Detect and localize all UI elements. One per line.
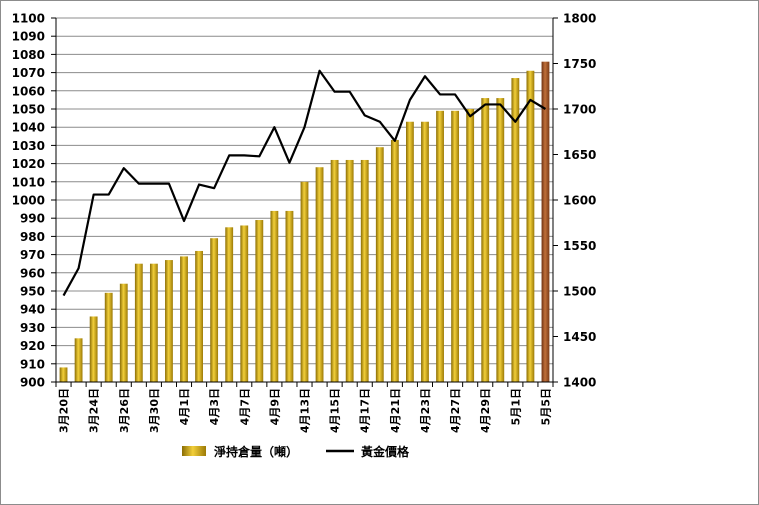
right-tick-label: 1550 [563, 239, 596, 253]
bar [180, 256, 188, 382]
left-tick-label: 920 [20, 339, 45, 353]
x-tick-label: 5月5日 [539, 388, 552, 425]
bar [360, 159, 369, 382]
left-tick-label: 1090 [12, 30, 45, 44]
legend-line-label: 黃金價格 [360, 444, 410, 459]
bar [481, 98, 490, 382]
bar [406, 121, 414, 383]
left-tick-label: 1040 [12, 121, 45, 135]
x-tick-label: 3月30日 [148, 388, 161, 433]
bar [436, 110, 444, 382]
left-tick-label: 970 [20, 248, 45, 262]
left-tick-label: 960 [20, 266, 45, 280]
right-tick-label: 1400 [563, 376, 596, 390]
x-tick-label: 4月13日 [299, 388, 312, 433]
bar [104, 292, 113, 382]
bar [240, 225, 249, 382]
left-tick-label: 1010 [12, 175, 45, 189]
left-tick-label: 940 [20, 303, 45, 317]
left-tick-label: 1050 [12, 103, 45, 117]
legend: 淨持倉量（噸） 黃金價格 [182, 444, 410, 459]
right-axis-ticks: 1400 1450 1500 1550 1600 1650 1700 1750 1800 [553, 12, 596, 390]
left-tick-label: 950 [20, 285, 45, 299]
bar [89, 316, 98, 382]
bar [300, 181, 309, 382]
bar [270, 210, 279, 382]
bar [375, 147, 384, 382]
left-tick-label: 1060 [12, 84, 45, 98]
bar [390, 139, 399, 382]
x-tick-label: 4月1日 [178, 388, 191, 425]
bar [134, 263, 143, 382]
left-tick-label: 930 [20, 321, 45, 335]
legend-bar-swatch [182, 446, 206, 456]
bar [541, 61, 550, 383]
legend-bar-label: 淨持倉量（噸） [213, 444, 298, 459]
bar [195, 250, 203, 382]
bar [74, 338, 83, 382]
bar [345, 159, 354, 382]
x-tick-label: 4月15日 [329, 388, 342, 433]
bar [119, 283, 128, 382]
x-tick-label: 3月20日 [58, 388, 71, 433]
left-tick-label: 900 [20, 376, 45, 390]
bar-series [59, 61, 550, 383]
x-tick-label: 4月7日 [238, 388, 251, 425]
bar [225, 227, 234, 382]
right-tick-label: 1450 [563, 330, 596, 344]
left-axis-ticks: 900 910 920 930 940 950 960 970 980 990 1000 1010 10… [12, 12, 56, 390]
bar [255, 220, 264, 382]
x-tick-label: 3月26日 [118, 388, 131, 433]
left-tick-label: 1070 [12, 66, 45, 80]
bar [330, 159, 339, 382]
bar [526, 70, 535, 382]
left-tick-label: 1030 [12, 139, 45, 153]
right-tick-label: 1650 [563, 148, 596, 162]
left-tick-label: 980 [20, 230, 45, 244]
left-tick-label: 1020 [12, 157, 45, 171]
bar [165, 260, 173, 382]
left-tick-label: 910 [20, 357, 45, 371]
bar [315, 167, 324, 382]
x-tick-label: 4月17日 [359, 388, 372, 433]
bar [421, 121, 429, 383]
bar [59, 367, 68, 382]
x-tick-label: 4月21日 [389, 388, 402, 433]
line-series [62, 69, 547, 297]
bar [511, 78, 520, 382]
bar [451, 110, 460, 382]
right-tick-label: 1500 [563, 285, 596, 299]
x-axis-ticks: 3月20日 3月24日 3月26日 3月30日 4月1日 4月3日 4月7日 4月9日 4月13… [58, 388, 553, 433]
x-tick-label: 3月24日 [88, 388, 101, 433]
right-tick-label: 1700 [563, 103, 596, 117]
bar [285, 210, 294, 382]
x-tick-label: 4月27日 [449, 388, 462, 433]
bar [149, 263, 158, 382]
left-tick-label: 1000 [12, 194, 45, 208]
bar [496, 98, 505, 382]
bar [210, 238, 219, 382]
left-tick-label: 1100 [12, 12, 45, 26]
left-tick-label: 990 [20, 212, 45, 226]
x-tick-label: 4月29日 [479, 388, 492, 433]
x-tick-label: 4月23日 [419, 388, 432, 433]
x-tick-label: 4月9日 [268, 388, 281, 425]
bar [466, 109, 475, 382]
x-tick-label: 5月1日 [509, 388, 522, 425]
x-tick-label: 4月3日 [208, 388, 221, 425]
right-tick-label: 1800 [563, 12, 596, 26]
right-tick-label: 1750 [563, 57, 596, 71]
right-tick-label: 1600 [563, 194, 596, 208]
left-tick-label: 1080 [12, 48, 45, 62]
